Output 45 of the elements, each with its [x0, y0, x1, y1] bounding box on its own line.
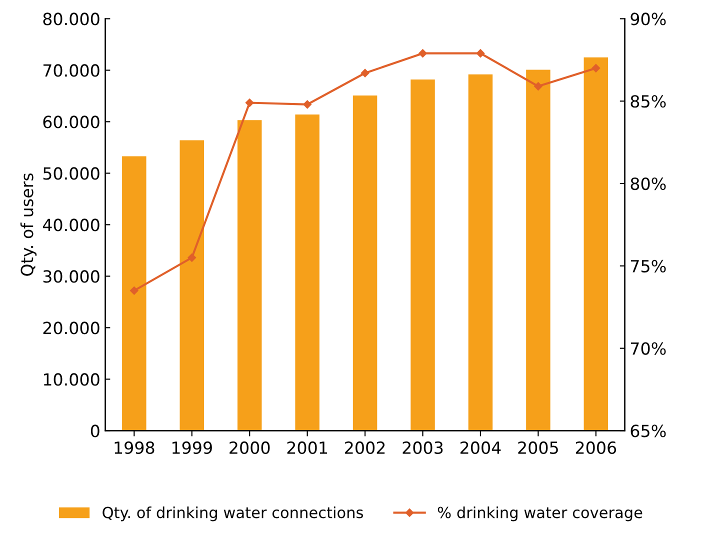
y2-tick-label: 75%	[631, 260, 666, 272]
x-tick-label: 1998	[114, 441, 154, 454]
y-tick-label: 20.000	[43, 322, 100, 334]
x-tick-label: 2003	[402, 441, 443, 454]
bar	[352, 95, 378, 431]
y-tick-label: 30.000	[43, 270, 100, 283]
x-tick-label: 2006	[576, 441, 616, 454]
y-tick-label: 70.000	[43, 64, 100, 77]
legend-label: Qty. of drinking water connections	[102, 506, 363, 522]
point	[476, 49, 485, 58]
bar	[122, 156, 146, 431]
x-tick-label: 2004	[460, 441, 501, 454]
x-tick-label: 1999	[172, 441, 212, 454]
y-axis-title: Qty. of users	[20, 173, 37, 276]
bar	[295, 114, 320, 431]
x-tick-label: 2000	[230, 441, 270, 454]
point	[303, 100, 312, 109]
y2-tick-label: 80%	[630, 177, 666, 190]
x-tick-label: 2002	[345, 441, 385, 454]
y2-tick-label: 70%	[631, 342, 666, 355]
bar	[180, 140, 204, 431]
y2-tick-label: 65%	[630, 424, 666, 438]
point	[592, 64, 600, 72]
y2-tick-label: 90%	[630, 12, 666, 26]
y-tick-label: 10.000	[44, 373, 100, 386]
bar	[468, 74, 493, 431]
point	[130, 286, 138, 295]
legend-label: % drinking water coverage	[438, 506, 642, 522]
bar	[526, 70, 550, 431]
point	[360, 68, 370, 78]
y-tick-label: 0	[90, 424, 100, 438]
x-tick-label: 2001	[287, 441, 327, 454]
point	[188, 254, 196, 262]
bar	[584, 57, 608, 431]
y-tick-label: 50.000	[43, 167, 100, 180]
bar	[410, 79, 435, 431]
y-tick-label: 60.000	[43, 116, 100, 128]
y-tick-label: 40.000	[42, 218, 100, 232]
point	[418, 49, 427, 58]
y-tick-label: 80.000	[43, 12, 100, 26]
bar	[237, 120, 262, 431]
x-tick-label: 2005	[518, 441, 558, 454]
y2-tick-label: 85%	[630, 95, 666, 108]
point	[534, 82, 542, 90]
point	[245, 98, 254, 107]
